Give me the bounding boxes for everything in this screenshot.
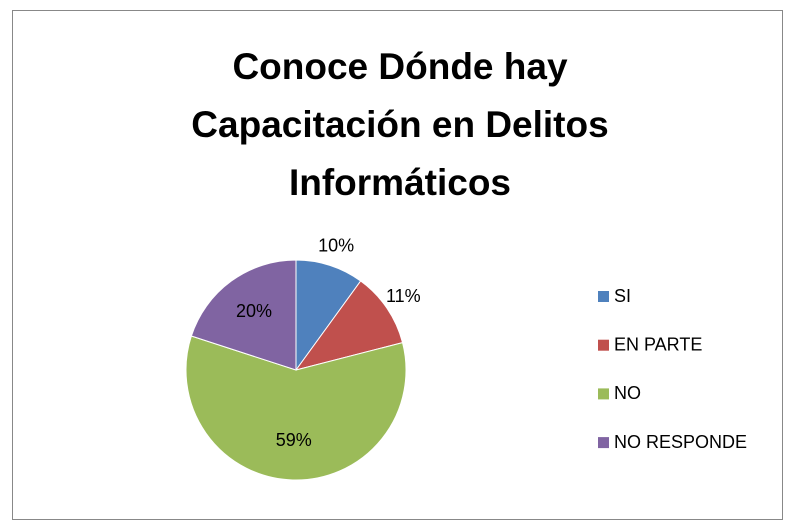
legend-label: SI (614, 286, 631, 306)
chart-title: Conoce Dónde hay Capacitación en Delitos… (191, 46, 609, 203)
legend-label: NO RESPONDE (614, 432, 747, 452)
pie-slice (190, 259, 297, 371)
data-label: 59% (276, 430, 312, 450)
pie-slice (294, 280, 404, 371)
legend-swatch (598, 388, 609, 400)
legend-label: NO (614, 383, 641, 403)
data-label: 11% (386, 286, 421, 306)
legend-label: EN PARTE (614, 334, 702, 354)
chart-border (12, 10, 783, 520)
legend-swatch (598, 437, 609, 449)
data-label: 20% (236, 301, 272, 321)
data-label: 10% (318, 235, 354, 255)
pie-slice (185, 335, 407, 481)
legend-swatch (598, 291, 609, 302)
legend-swatch (598, 339, 609, 351)
